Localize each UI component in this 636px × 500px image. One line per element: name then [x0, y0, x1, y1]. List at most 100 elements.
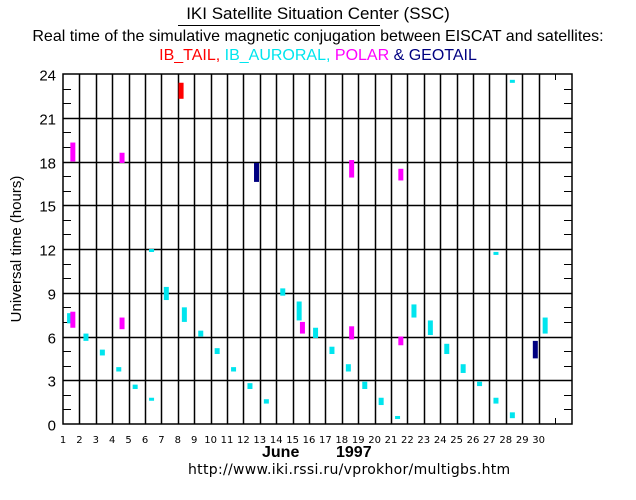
x-tick-label: 28	[499, 435, 512, 446]
data-mark-ib-auroral	[313, 327, 319, 338]
x-tick-label: 16	[303, 435, 316, 446]
chart-subtitle: Real time of the simulative magnetic con…	[32, 28, 604, 45]
x-tick-label: 5	[125, 435, 131, 446]
data-mark-polar	[119, 317, 125, 330]
data-mark-geotail	[532, 340, 538, 359]
data-mark-polar	[349, 160, 355, 178]
x-tick-label: 7	[158, 435, 164, 446]
x-tick-label: 30	[532, 435, 545, 446]
legend-ib-auroral: IB_AURORAL,	[220, 47, 331, 64]
x-tick-label: 27	[483, 435, 496, 446]
x-tick-label: 12	[237, 435, 250, 446]
data-mark-ib-auroral	[198, 330, 204, 337]
data-mark-polar	[70, 311, 76, 328]
x-tick-label: 25	[450, 435, 463, 446]
y-tick-label: 15	[39, 199, 56, 216]
data-marks	[67, 79, 548, 419]
x-tick-label: 3	[93, 435, 99, 446]
data-mark-ib-auroral	[247, 383, 253, 389]
data-mark-ib-auroral	[493, 397, 499, 404]
data-mark-ib-auroral	[296, 301, 302, 321]
data-mark-ib-auroral	[163, 286, 169, 301]
x-tick-label: 24	[434, 435, 447, 446]
x-tick-label: 10	[204, 435, 217, 446]
x-tick-label: 9	[191, 435, 197, 446]
x-tick-label: 26	[467, 435, 480, 446]
x-tick-label: 19	[352, 435, 365, 446]
data-mark-ib-auroral	[509, 79, 515, 83]
x-axis-year: 1997	[336, 444, 372, 461]
data-mark-polar	[398, 168, 404, 181]
y-tick-label: 6	[48, 331, 56, 348]
data-mark-ib-auroral	[477, 381, 483, 387]
legend: IB_TAIL, IB_AURORAL, POLAR & GEOTAIL	[0, 47, 636, 65]
x-tick-label: 11	[221, 435, 234, 446]
x-tick-label: 15	[286, 435, 299, 446]
data-mark-ib-auroral	[493, 251, 499, 255]
y-tick-label: 12	[39, 243, 56, 260]
data-mark-ib-auroral	[411, 304, 417, 318]
x-tick-label: 20	[368, 435, 381, 446]
legend-ib-tail: IB_TAIL,	[159, 47, 221, 64]
page-title: IKI Satellite Situation Center (SSC)	[186, 4, 450, 23]
data-mark-ib-auroral	[231, 367, 237, 372]
data-mark-ib-auroral	[329, 346, 335, 354]
data-mark-ib-auroral	[395, 415, 401, 419]
data-mark-ib-auroral	[83, 333, 89, 341]
data-mark-ib-auroral	[116, 367, 122, 372]
y-axis-label: Universal time (hours)	[8, 176, 25, 323]
x-axis-month: June	[262, 444, 300, 461]
x-tick-label: 4	[109, 435, 115, 446]
data-mark-polar	[299, 321, 305, 334]
data-mark-ib-auroral	[444, 343, 450, 354]
title-underline	[178, 25, 380, 26]
data-mark-polar	[349, 326, 355, 340]
x-tick-label: 14	[270, 435, 283, 446]
y-tick-label: 0	[48, 418, 56, 435]
x-tick-label: 22	[401, 435, 414, 446]
data-mark-ib-auroral	[362, 381, 368, 389]
data-mark-ib-auroral	[67, 313, 73, 324]
data-mark-polar	[398, 336, 404, 346]
x-tick-label: 17	[319, 435, 332, 446]
x-tick-label: 18	[335, 435, 348, 446]
data-mark-ib-auroral	[181, 307, 187, 322]
x-tick-label: 2	[76, 435, 82, 446]
x-tick-labels: 1 2 3 4 5 6 7 8 9 10 11 12 13 14 15 16 17 18 19 20 21 22 23 24 2…	[60, 435, 545, 446]
data-mark-ib-auroral	[427, 320, 433, 336]
data-mark-ib-auroral	[132, 384, 138, 389]
y-tick-labels: 0 3 6 9 12 15 18 21 24	[39, 68, 56, 435]
data-mark-ib-auroral	[509, 412, 515, 419]
data-mark-ib-auroral	[460, 364, 466, 373]
data-mark-ib-auroral	[263, 399, 269, 404]
source-url[interactable]: http://www.iki.rssi.ru/vprokhor/multigbs…	[188, 462, 511, 478]
x-tick-label: 8	[175, 435, 181, 446]
data-mark-ib-tail	[178, 82, 184, 99]
legend-geotail: & GEOTAIL	[389, 47, 477, 64]
data-mark-ib-auroral	[378, 397, 384, 406]
grid	[62, 73, 573, 425]
data-mark-ib-auroral	[280, 288, 286, 296]
data-mark-ib-auroral	[542, 317, 548, 334]
legend-polar: POLAR	[330, 47, 390, 64]
data-mark-ib-auroral	[149, 397, 155, 401]
y-tick-label: 18	[39, 156, 56, 173]
x-tick-label: 23	[417, 435, 430, 446]
x-tick-label: 13	[253, 435, 266, 446]
data-mark-polar	[70, 142, 76, 162]
data-mark-ib-auroral	[214, 348, 220, 354]
axis-ticks	[63, 74, 572, 424]
x-tick-label: 6	[142, 435, 148, 446]
y-tick-label: 9	[48, 287, 56, 304]
data-mark-ib-auroral	[99, 349, 105, 356]
y-tick-label: 3	[48, 374, 56, 391]
data-mark-ib-auroral	[149, 249, 155, 252]
y-tick-label: 24	[39, 68, 56, 85]
x-tick-label: 1	[60, 435, 66, 446]
data-mark-polar	[119, 152, 125, 163]
data-mark-geotail	[254, 162, 260, 182]
data-mark-ib-auroral	[345, 364, 351, 372]
x-tick-label: 21	[385, 435, 398, 446]
y-tick-label: 21	[39, 112, 56, 129]
